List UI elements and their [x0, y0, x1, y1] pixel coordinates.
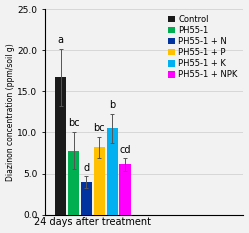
Bar	[81, 182, 92, 215]
Text: cd: cd	[120, 145, 131, 155]
Bar	[107, 128, 118, 215]
Legend: Control, PH55-1, PH55-1 + N, PH55-1 + P, PH55-1 + K, PH55-1 + NPK: Control, PH55-1, PH55-1 + N, PH55-1 + P,…	[167, 13, 239, 81]
Text: bc: bc	[68, 118, 79, 128]
Bar	[120, 164, 131, 215]
Text: a: a	[58, 35, 63, 45]
Text: d: d	[83, 163, 89, 173]
Bar	[68, 151, 79, 215]
Text: bc: bc	[94, 123, 105, 133]
Bar	[55, 77, 66, 215]
Bar	[94, 147, 105, 215]
Y-axis label: Diazinon concentration (ppm/soil g): Diazinon concentration (ppm/soil g)	[5, 43, 14, 181]
Text: b: b	[109, 100, 115, 110]
